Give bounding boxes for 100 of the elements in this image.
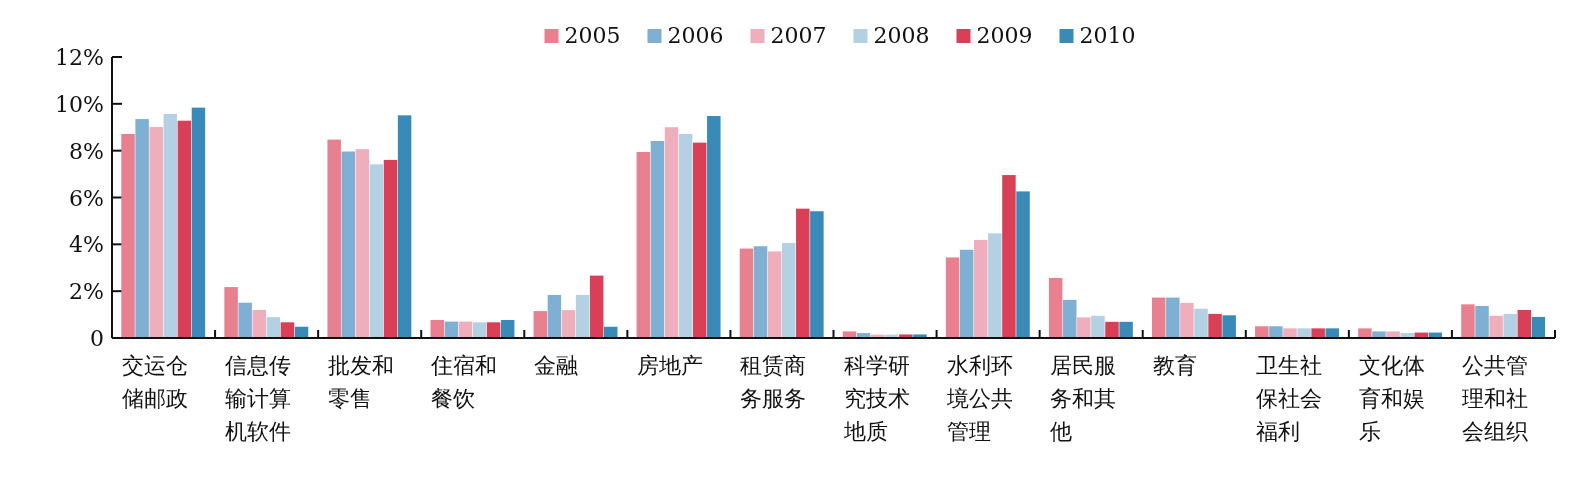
x-tick-label: 租赁商务服务 (740, 353, 807, 411)
bar (1325, 328, 1339, 337)
bar (252, 309, 267, 337)
bar (1531, 316, 1546, 337)
bar (1255, 326, 1269, 337)
bar (885, 334, 899, 337)
bar (1372, 331, 1386, 337)
y-tick-label: 2% (69, 279, 104, 305)
y-tick-label: 10% (55, 91, 104, 117)
bar (767, 251, 782, 337)
bar (1386, 331, 1400, 337)
bar (636, 151, 651, 337)
bar (1208, 313, 1222, 337)
x-tick-label: 公共管理和社会组织 (1461, 353, 1528, 444)
bar (739, 248, 754, 337)
legend-label: 2010 (1079, 23, 1136, 48)
bar (945, 257, 960, 337)
bar (430, 319, 444, 337)
bar (781, 242, 796, 337)
bar (1358, 328, 1372, 337)
bar (224, 287, 238, 337)
bar (1311, 328, 1325, 337)
bar (458, 321, 473, 337)
y-tick-label: 6% (69, 185, 104, 211)
bar (355, 149, 370, 337)
bar (1105, 321, 1119, 337)
bar (974, 239, 988, 337)
x-tick-label: 信息传输计算机软件 (225, 353, 292, 444)
x-tick-label: 教育 (1152, 353, 1197, 378)
bar (121, 134, 135, 337)
bar (664, 127, 679, 337)
bar (1269, 326, 1283, 337)
bar (369, 164, 384, 337)
bar (899, 334, 913, 337)
legend-label: 2007 (770, 23, 827, 48)
bar (547, 295, 562, 337)
bar (1166, 297, 1180, 337)
bar (177, 120, 192, 337)
x-tick-label: 住宿和餐饮 (430, 353, 498, 411)
bar (810, 211, 824, 337)
legend-label: 2005 (564, 23, 621, 48)
bar (650, 141, 665, 337)
x-tick-label: 水利环境公共管理 (945, 353, 1013, 444)
bar (1489, 315, 1503, 337)
x-tick-label: 批发和零售 (328, 353, 395, 411)
bar (575, 295, 590, 337)
bar (707, 116, 721, 337)
legend-label: 2008 (873, 23, 930, 48)
bar (1016, 191, 1030, 337)
bar (796, 208, 810, 337)
bar (1091, 315, 1105, 337)
bar (1475, 305, 1489, 337)
bar (603, 326, 618, 337)
bar (959, 249, 974, 337)
bar (561, 310, 576, 337)
legend-label: 2009 (976, 23, 1033, 48)
bar (692, 142, 707, 337)
bar (913, 334, 927, 337)
bar (163, 113, 178, 337)
bar (1400, 333, 1414, 337)
bar (988, 233, 1002, 337)
bar (294, 326, 309, 337)
bar (1119, 321, 1133, 337)
bar (1297, 328, 1311, 337)
bar (486, 322, 501, 337)
y-tick-label: 12% (55, 45, 104, 70)
y-tick-label: 8% (69, 138, 104, 164)
x-tick-label: 居民服务和其他 (1049, 353, 1116, 444)
bar (856, 333, 871, 337)
bar (1222, 315, 1236, 337)
bar (472, 322, 487, 337)
bar (1077, 317, 1091, 337)
bar (1048, 277, 1063, 337)
bar (678, 134, 693, 337)
y-tick-label: 4% (69, 232, 104, 258)
x-tick-label: 卫生社保社会福利 (1255, 353, 1322, 444)
bar (753, 246, 768, 337)
bar (1414, 332, 1428, 337)
bar (589, 275, 604, 337)
bar (1151, 297, 1166, 337)
y-tick-label: 0 (90, 326, 104, 351)
bar (1283, 328, 1297, 337)
bar (149, 127, 163, 337)
bar (1503, 313, 1517, 337)
x-tick-label: 科学研究技术地质 (842, 353, 910, 444)
bar (341, 151, 355, 337)
x-tick-label: 金融 (534, 353, 579, 378)
x-tick-label: 文化体育和娱乐 (1358, 353, 1425, 444)
bar (135, 119, 149, 337)
bar (266, 317, 281, 337)
x-tick-label: 交运仓储邮政 (122, 353, 188, 411)
bar (1461, 304, 1475, 337)
bar (1517, 309, 1532, 337)
bar (191, 107, 206, 337)
bar (327, 139, 341, 337)
bar (533, 311, 548, 337)
bar (280, 322, 295, 337)
bar (1180, 302, 1194, 337)
bar (238, 302, 252, 337)
bar (842, 331, 857, 337)
